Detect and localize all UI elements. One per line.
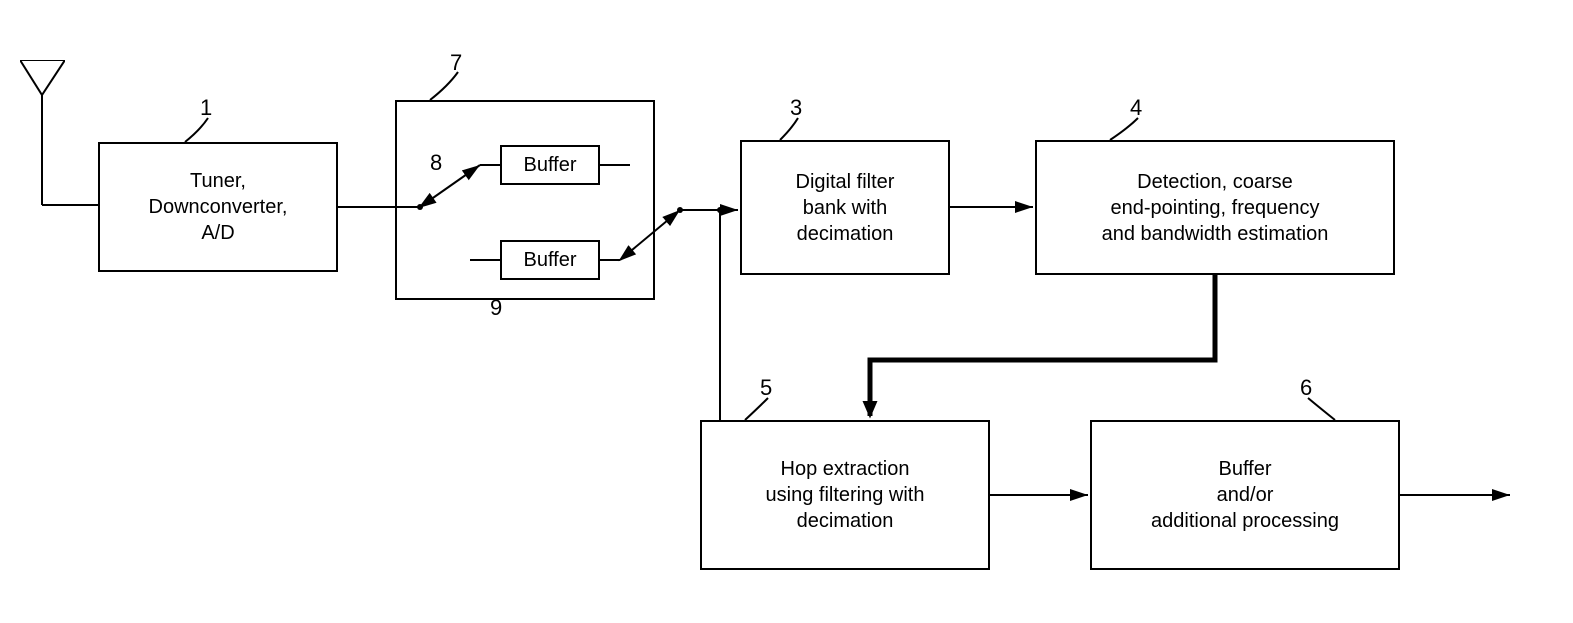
label-8: 8	[430, 150, 442, 176]
label-3: 3	[790, 95, 802, 121]
label-9: 9	[490, 295, 502, 321]
buffer-bot-text: Buffer	[524, 247, 577, 273]
label-1: 1	[200, 95, 212, 121]
detection-text: Detection, coarse end-pointing, frequenc…	[1102, 169, 1329, 247]
buffer-processing-block: Buffer and/or additional processing	[1090, 420, 1400, 570]
filter-bank-text: Digital filter bank with decimation	[796, 169, 895, 247]
buffer-bot-block: Buffer	[500, 240, 600, 280]
detection-block: Detection, coarse end-pointing, frequenc…	[1035, 140, 1395, 275]
hop-extraction-block: Hop extraction using filtering with deci…	[700, 420, 990, 570]
label-4: 4	[1130, 95, 1142, 121]
filter-bank-block: Digital filter bank with decimation	[740, 140, 950, 275]
buffer-top-text: Buffer	[524, 152, 577, 178]
hop-extraction-text: Hop extraction using filtering with deci…	[766, 456, 925, 534]
antenna-icon	[20, 60, 65, 205]
tuner-block: Tuner, Downconverter, A/D	[98, 142, 338, 272]
label-5: 5	[760, 375, 772, 401]
buffer-processing-text: Buffer and/or additional processing	[1151, 456, 1339, 534]
buffer-top-block: Buffer	[500, 145, 600, 185]
label-7: 7	[450, 50, 462, 76]
tuner-text: Tuner, Downconverter, A/D	[149, 168, 288, 246]
label-6: 6	[1300, 375, 1312, 401]
